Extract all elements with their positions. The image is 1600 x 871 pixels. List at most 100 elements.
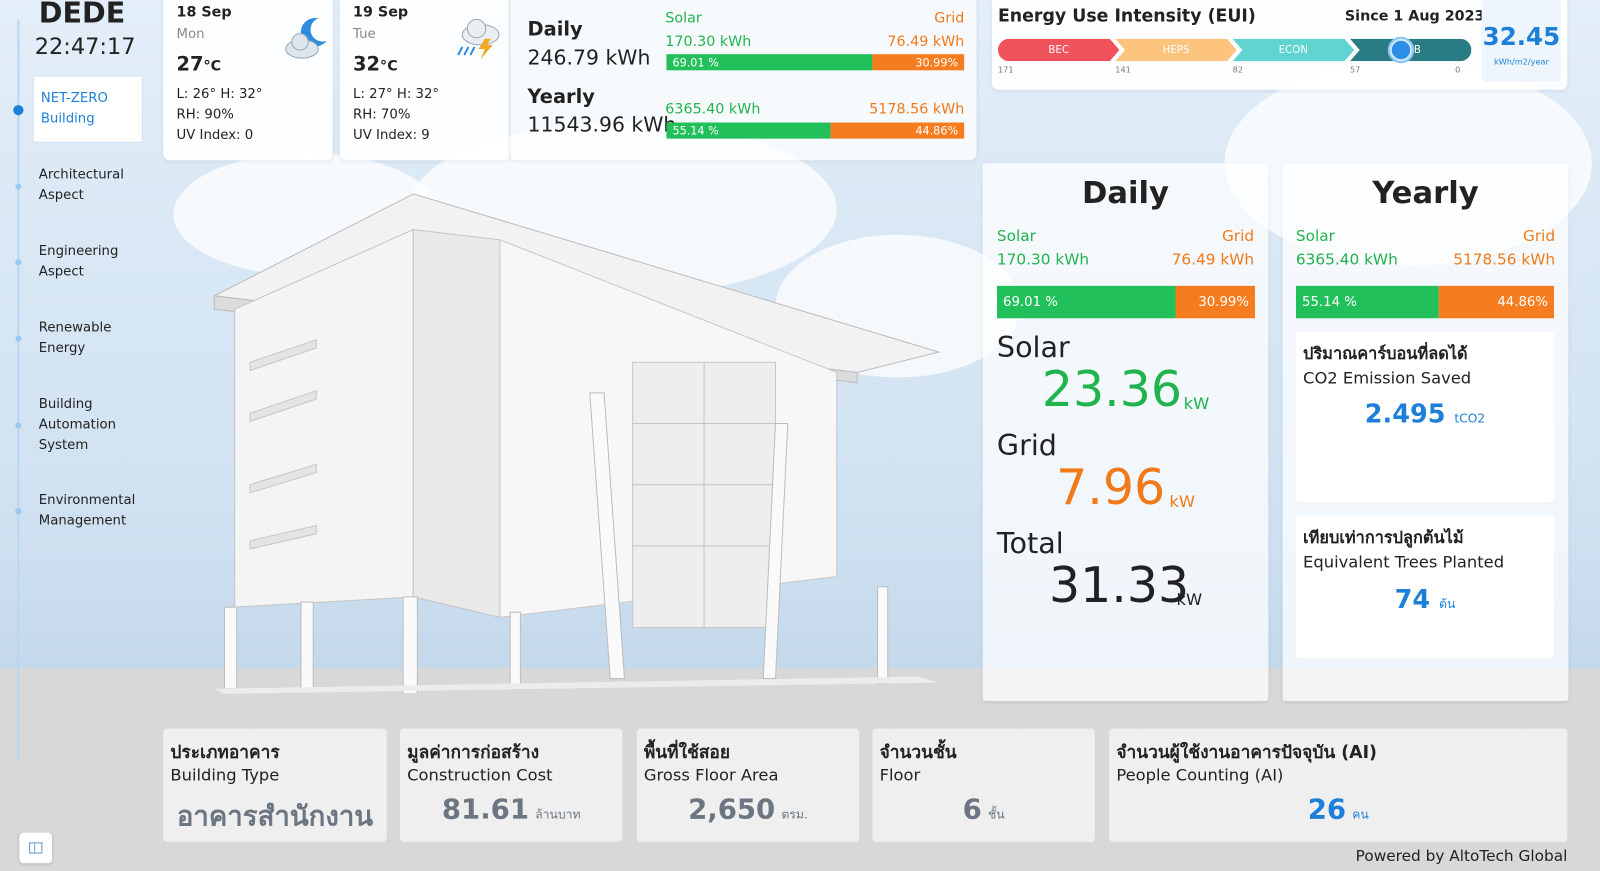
- info-title-en: Construction Cost: [407, 765, 553, 785]
- co2-value-row: 2.495 tCO2: [1296, 399, 1554, 429]
- weather-day: Mon: [176, 26, 205, 42]
- yearly-total: 11543.96 kWh: [527, 112, 677, 137]
- eui-band: ECON: [1232, 38, 1355, 62]
- weather-lowhigh: L: 27° H: 32°: [353, 86, 440, 103]
- info-title-th: มูลค่าการก่อสร้าง: [407, 742, 540, 764]
- info-value: 2,650: [688, 793, 776, 826]
- solar-share: 69.01 %: [996, 285, 1176, 319]
- nav-dot: [15, 335, 22, 342]
- weather-lowhigh: L: 26° H: 32°: [176, 86, 263, 103]
- daily-label: Daily: [527, 18, 583, 41]
- weather-temp: 27°C: [177, 53, 222, 75]
- co2-title-en: CO2 Emission Saved: [1303, 368, 1472, 388]
- info-unit: ชั้น: [987, 807, 1005, 822]
- grid-share: 44.86%: [1438, 285, 1555, 319]
- info-card: จำนวนผู้ใช้งานอาคารปัจจุบัน (AI) People …: [1109, 728, 1568, 842]
- co2-value: 2.495: [1364, 398, 1446, 429]
- yearly-label: Yearly: [527, 85, 595, 109]
- co2-unit: tCO2: [1454, 411, 1486, 426]
- solar-value: 6365.40 kWh: [1295, 249, 1398, 269]
- nav-item[interactable]: Environmental Management: [38, 492, 136, 529]
- eui-scale: BECHEPSECONZEB: [997, 38, 1472, 62]
- power-label: Solar: [996, 330, 1070, 365]
- grid-share: 30.99%: [1175, 285, 1256, 319]
- grid-value: 5178.56 kWh: [1453, 249, 1556, 269]
- clock: 22:47:17: [34, 34, 136, 61]
- eui-ticks: 171 141 82 57 0: [998, 65, 1467, 77]
- daily-card: Daily Solar Grid 170.30 kWh 76.49 kWh 69…: [982, 163, 1269, 702]
- weather-card: 19 Sep Tue 32°C L: 27° H: 32° RH: 70% UV…: [339, 0, 510, 161]
- eui-title: Energy Use Intensity (EUI): [997, 6, 1256, 27]
- building-illustration: [212, 193, 941, 694]
- solar-label: Solar: [665, 10, 702, 27]
- info-value: 26: [1307, 793, 1347, 826]
- info-title-th: พื้นที่ใช้สอย: [643, 742, 731, 764]
- card-title: Yearly: [1372, 175, 1479, 212]
- temp-value: 27: [176, 53, 204, 76]
- toggle-icon: [28, 842, 43, 854]
- solar-value: 170.30 kWh: [996, 249, 1090, 269]
- share-bar: 55.14 % 44.86%: [666, 122, 965, 139]
- solar-share: 55.14 %: [666, 122, 831, 139]
- co2-title-th: ปริมาณคาร์บอนที่ลดได้: [1303, 343, 1468, 364]
- weather-day: Tue: [353, 26, 376, 42]
- eui-value-box: 32.45 kWh/m2/year: [1481, 0, 1562, 82]
- power-unit: kW: [1183, 393, 1210, 414]
- info-title-th: ประเภทอาคาร: [170, 742, 280, 764]
- weather-temp: 32°C: [353, 53, 398, 75]
- eui-tick-label: 141: [1115, 65, 1131, 75]
- power-label: Total: [996, 526, 1064, 561]
- nav-item[interactable]: Engineering Aspect: [38, 243, 119, 280]
- nav-item[interactable]: Building Automation System: [38, 396, 117, 454]
- power-value: 31.33: [1048, 557, 1190, 615]
- footer: Powered by AltoTech Global: [1355, 846, 1568, 866]
- info-unit: ตรม.: [781, 807, 808, 822]
- nav-item[interactable]: Architectural Aspect: [38, 167, 124, 204]
- info-title-th: จำนวนผู้ใช้งานอาคารปัจจุบัน (AI): [1116, 742, 1377, 764]
- eui-tick-label: 82: [1232, 65, 1244, 75]
- grid-share: 44.86%: [830, 122, 965, 139]
- nav-item[interactable]: NET-ZERO Building: [32, 75, 143, 143]
- solar-value: 170.30 kWh: [665, 33, 752, 50]
- trees-title-en: Equivalent Trees Planted: [1303, 552, 1505, 572]
- solar-value: 6365.40 kWh: [665, 101, 761, 118]
- nav-item[interactable]: Renewable Energy: [38, 320, 112, 357]
- weather-icon: [285, 17, 327, 59]
- solar-share: 55.14 %: [1295, 285, 1439, 319]
- weather-date: 18 Sep: [176, 4, 232, 21]
- grid-value: 5178.56 kWh: [869, 101, 965, 118]
- info-value-row: 81.61 ล้านบาท: [400, 794, 622, 826]
- power-value: 23.36: [1041, 361, 1183, 419]
- grid-share: 30.99%: [871, 54, 965, 71]
- info-value: 81.61: [441, 793, 529, 826]
- info-card: พื้นที่ใช้สอย Gross Floor Area 2,650 ตรม.: [636, 728, 860, 842]
- nav-dot-active: [13, 105, 24, 116]
- nav-line: [17, 20, 20, 761]
- grid-label: Grid: [1522, 226, 1556, 245]
- eui-tick-label: 0: [1455, 65, 1461, 75]
- eui-unit: kWh/m2/year: [1493, 57, 1549, 67]
- eui-tick-label: 171: [997, 65, 1014, 75]
- solar-label: Solar: [996, 226, 1036, 245]
- info-value-row: 6 ชั้น: [872, 794, 1094, 826]
- share-bar: 69.01 % 30.99%: [996, 285, 1256, 319]
- power-unit: kW: [1169, 491, 1195, 512]
- info-value-row: 2,650 ตรม.: [637, 794, 859, 826]
- eui-tick-label: 57: [1349, 65, 1361, 75]
- sidebar-toggle[interactable]: [19, 832, 53, 864]
- nav-dot: [15, 422, 22, 429]
- nav-dot: [15, 508, 22, 515]
- solar-share: 69.01 %: [666, 54, 872, 71]
- card-title: Daily: [1081, 175, 1170, 212]
- power-value: 7.96: [1056, 459, 1166, 517]
- trees-value: 74: [1394, 584, 1431, 615]
- eui-marker: [1389, 38, 1412, 62]
- info-value: 6: [962, 793, 982, 826]
- weather-uv: UV Index: 9: [353, 127, 430, 143]
- info-unit: คน: [1352, 807, 1369, 822]
- weather-humidity: RH: 70%: [353, 107, 411, 123]
- info-card: มูลค่าการก่อสร้าง Construction Cost 81.6…: [399, 728, 623, 842]
- nav-dot: [15, 259, 22, 266]
- eui-since: Since 1 Aug 2023: [1344, 8, 1485, 25]
